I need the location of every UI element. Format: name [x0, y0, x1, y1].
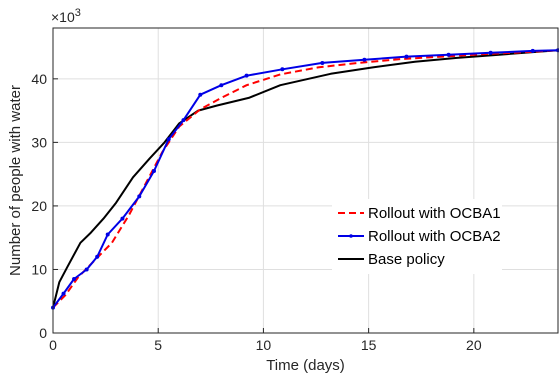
series-point-1-8	[152, 168, 156, 173]
series-point-1-13	[244, 73, 249, 78]
x-tick-label-4: 20	[466, 337, 482, 353]
x-axis-label: Time (days)	[266, 357, 345, 374]
grid	[52, 28, 558, 334]
series-point-1-12	[219, 83, 224, 88]
y-tick-label-1: 10	[31, 261, 47, 277]
series-point-1-14	[280, 67, 285, 72]
series-point-1-11	[198, 92, 203, 97]
legend-entry-base: Base policy	[338, 251, 445, 268]
series-point-1-6	[120, 216, 125, 221]
series-point-1-15	[320, 60, 325, 65]
x-tick-label-3: 15	[361, 337, 377, 353]
legend-entry-ocba1: Rollout with OCBA1	[338, 205, 501, 222]
series-point-1-20	[530, 48, 535, 53]
legend: Rollout with OCBA1 Rollout with OCBA2 Ba…	[332, 199, 502, 274]
legend-entry-ocba2: Rollout with OCBA2	[338, 228, 501, 245]
legend-label-ocba1: Rollout with OCBA1	[368, 205, 501, 222]
series-point-1-1	[61, 291, 66, 296]
x-tick-label-1: 5	[154, 337, 162, 353]
y-tick-label-4: 40	[31, 71, 47, 87]
series-point-1-9	[166, 137, 171, 142]
y-tick-label-2: 20	[31, 198, 47, 214]
plot-area-frame	[52, 27, 559, 334]
y-tick-label-3: 30	[31, 134, 47, 150]
series-point-1-16	[362, 57, 367, 62]
y-axis-exponent: ×103	[51, 7, 81, 25]
series-point-1-17	[404, 54, 409, 59]
legend-marker-ocba2	[349, 234, 353, 238]
series-line-2	[52, 49, 559, 308]
axis-ticks: 0 5 10 15 20 0 10 20 30 40	[31, 71, 481, 353]
legend-label-base: Base policy	[368, 251, 445, 268]
x-tick-label-0: 0	[49, 337, 57, 353]
series-point-1-2	[72, 276, 77, 281]
series-point-1-4	[95, 254, 100, 259]
series-point-1-5	[105, 232, 110, 237]
x-tick-label-2: 10	[256, 337, 272, 353]
series-point-1-18	[446, 52, 451, 57]
series-point-1-3	[84, 267, 89, 272]
y-tick-label-0: 0	[39, 325, 47, 341]
y-axis-label: Number of people with water	[7, 85, 24, 276]
legend-label-ocba2: Rollout with OCBA2	[368, 228, 501, 245]
series-line-1	[52, 49, 559, 309]
series-point-1-7	[137, 194, 142, 199]
series-point-1-10	[181, 118, 186, 123]
series-point-1-19	[488, 50, 493, 55]
